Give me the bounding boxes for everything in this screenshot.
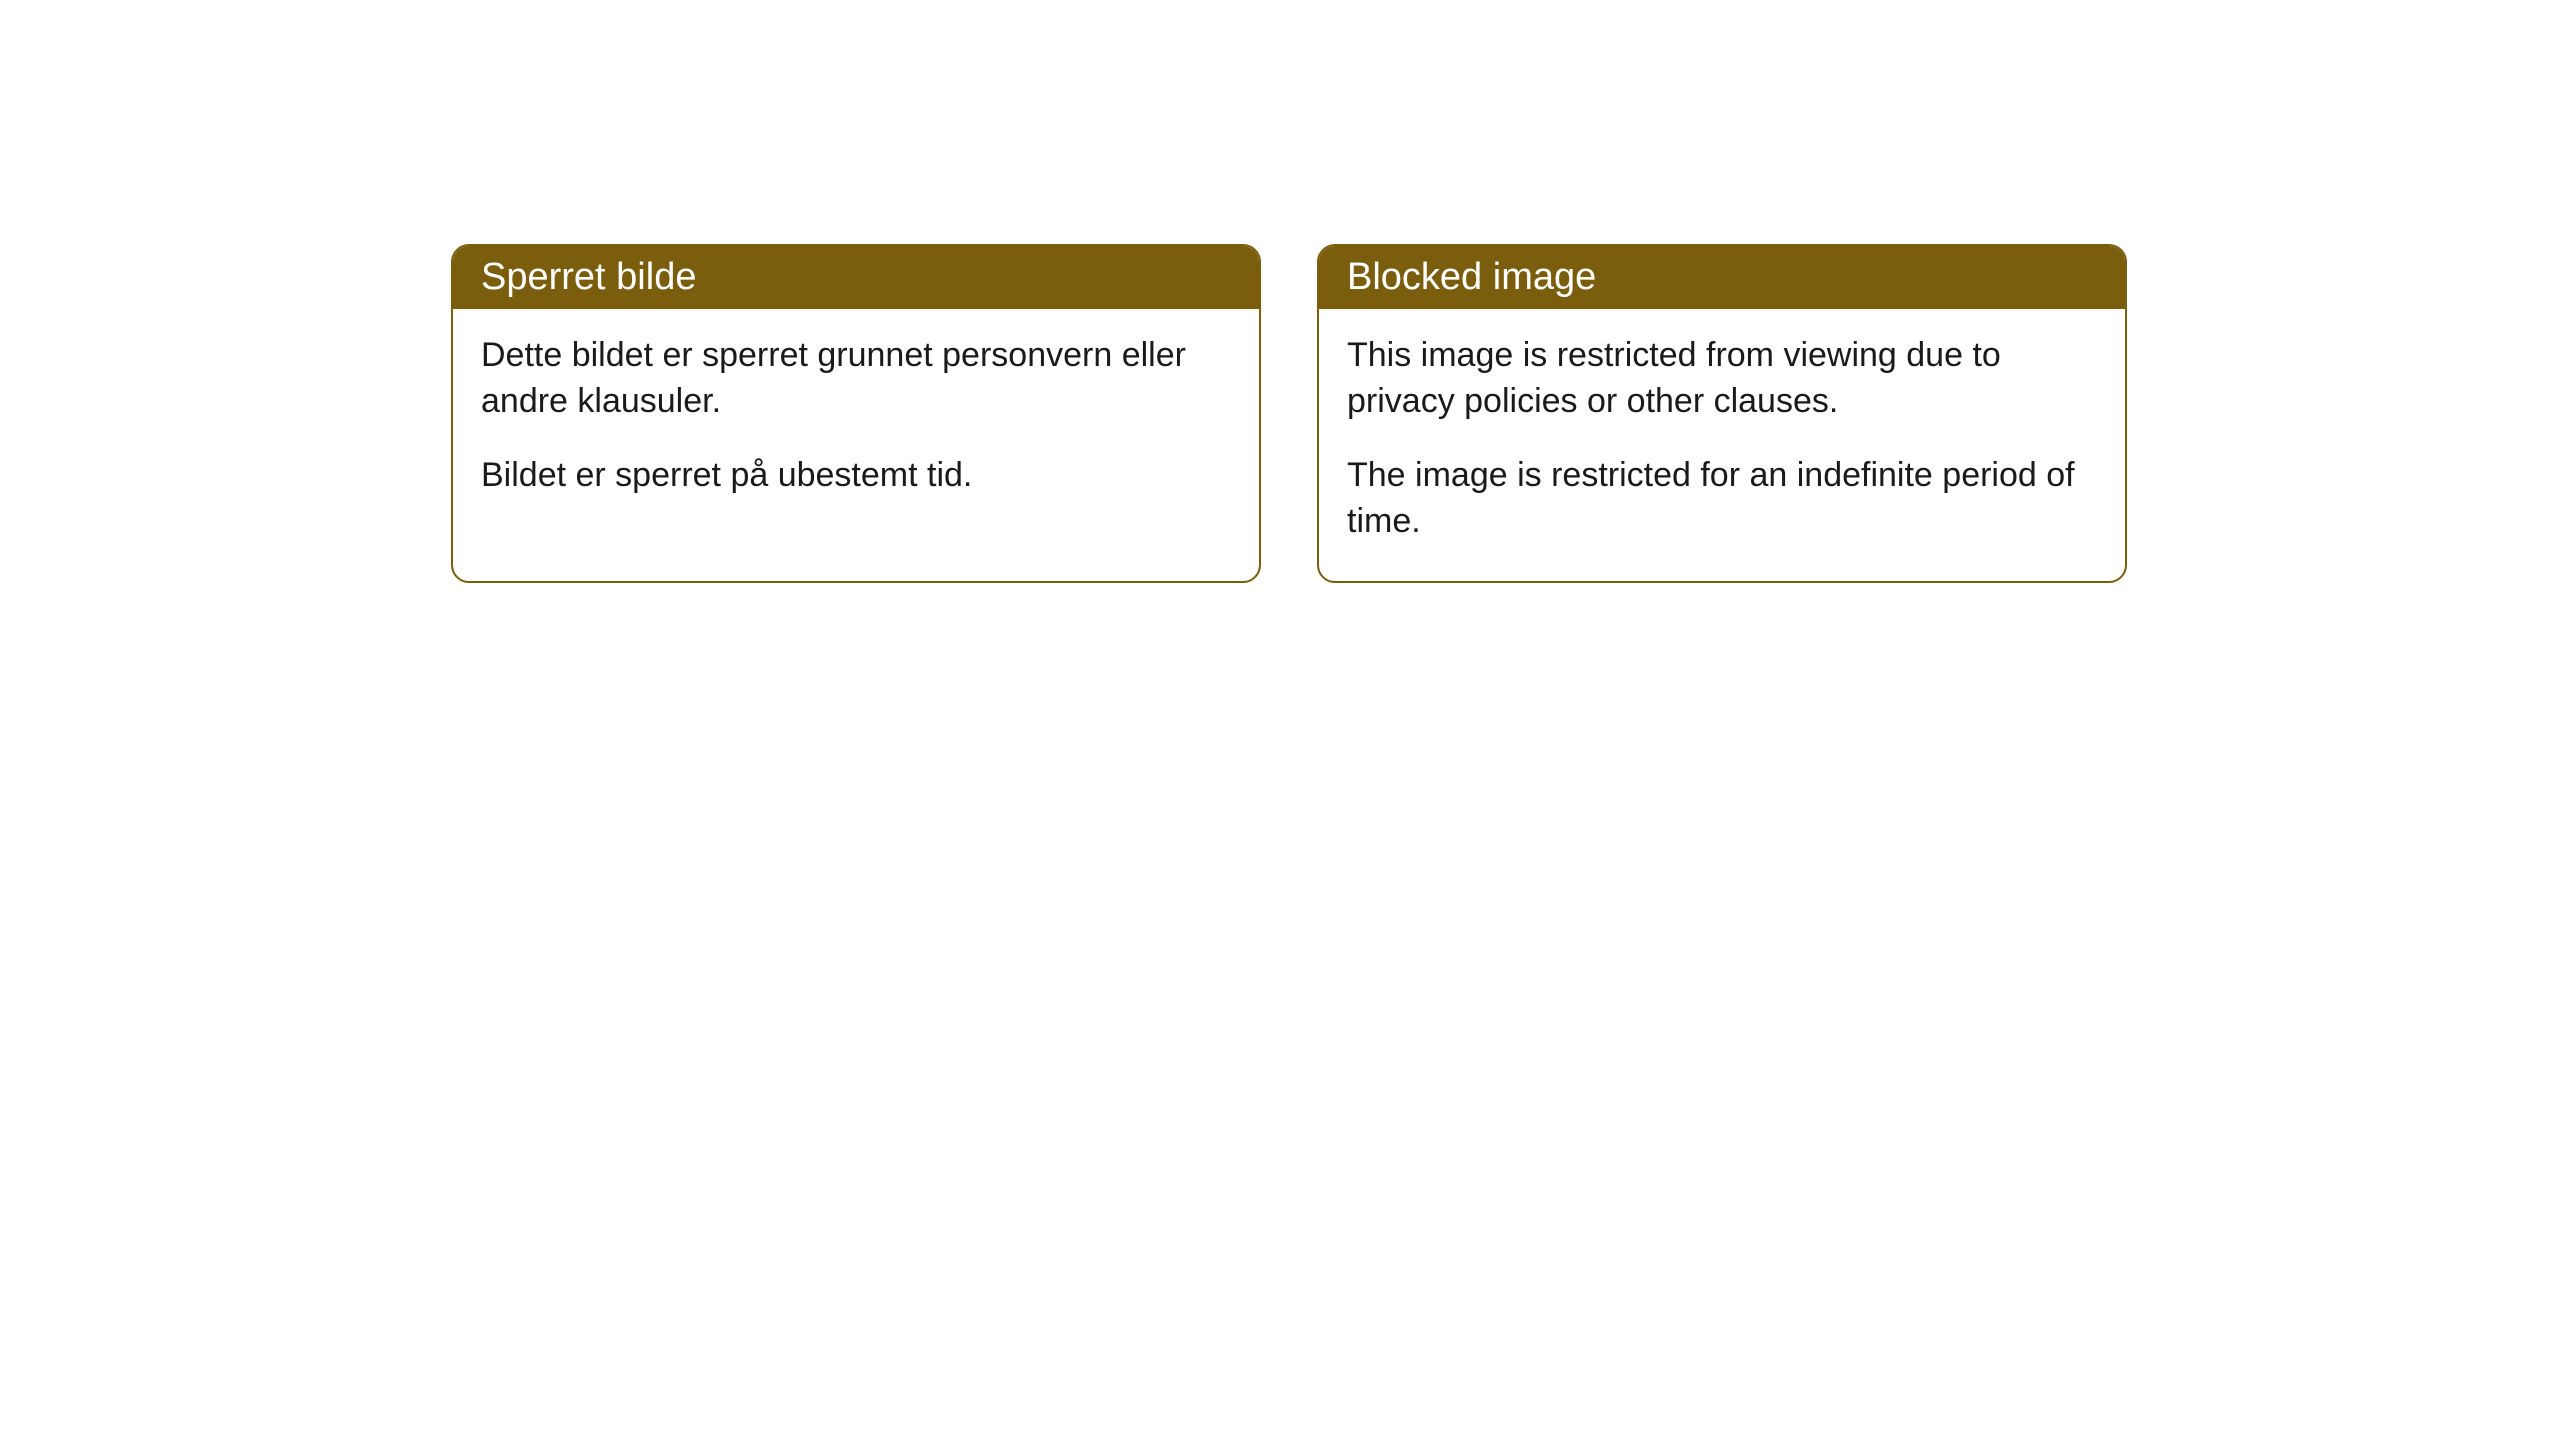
card-body-norwegian: Dette bildet er sperret grunnet personve… bbox=[453, 309, 1259, 535]
card-paragraph: The image is restricted for an indefinit… bbox=[1347, 453, 2097, 545]
card-paragraph: Bildet er sperret på ubestemt tid. bbox=[481, 453, 1231, 499]
card-title: Sperret bilde bbox=[481, 256, 696, 298]
card-paragraph: This image is restricted from viewing du… bbox=[1347, 333, 2097, 425]
card-header-norwegian: Sperret bilde bbox=[453, 246, 1259, 309]
card-paragraph: Dette bildet er sperret grunnet personve… bbox=[481, 333, 1231, 425]
card-english: Blocked image This image is restricted f… bbox=[1317, 244, 2127, 583]
card-header-english: Blocked image bbox=[1319, 246, 2125, 309]
card-title: Blocked image bbox=[1347, 256, 1596, 298]
card-norwegian: Sperret bilde Dette bildet er sperret gr… bbox=[451, 244, 1261, 583]
cards-container: Sperret bilde Dette bildet er sperret gr… bbox=[451, 244, 2127, 583]
card-body-english: This image is restricted from viewing du… bbox=[1319, 309, 2125, 581]
